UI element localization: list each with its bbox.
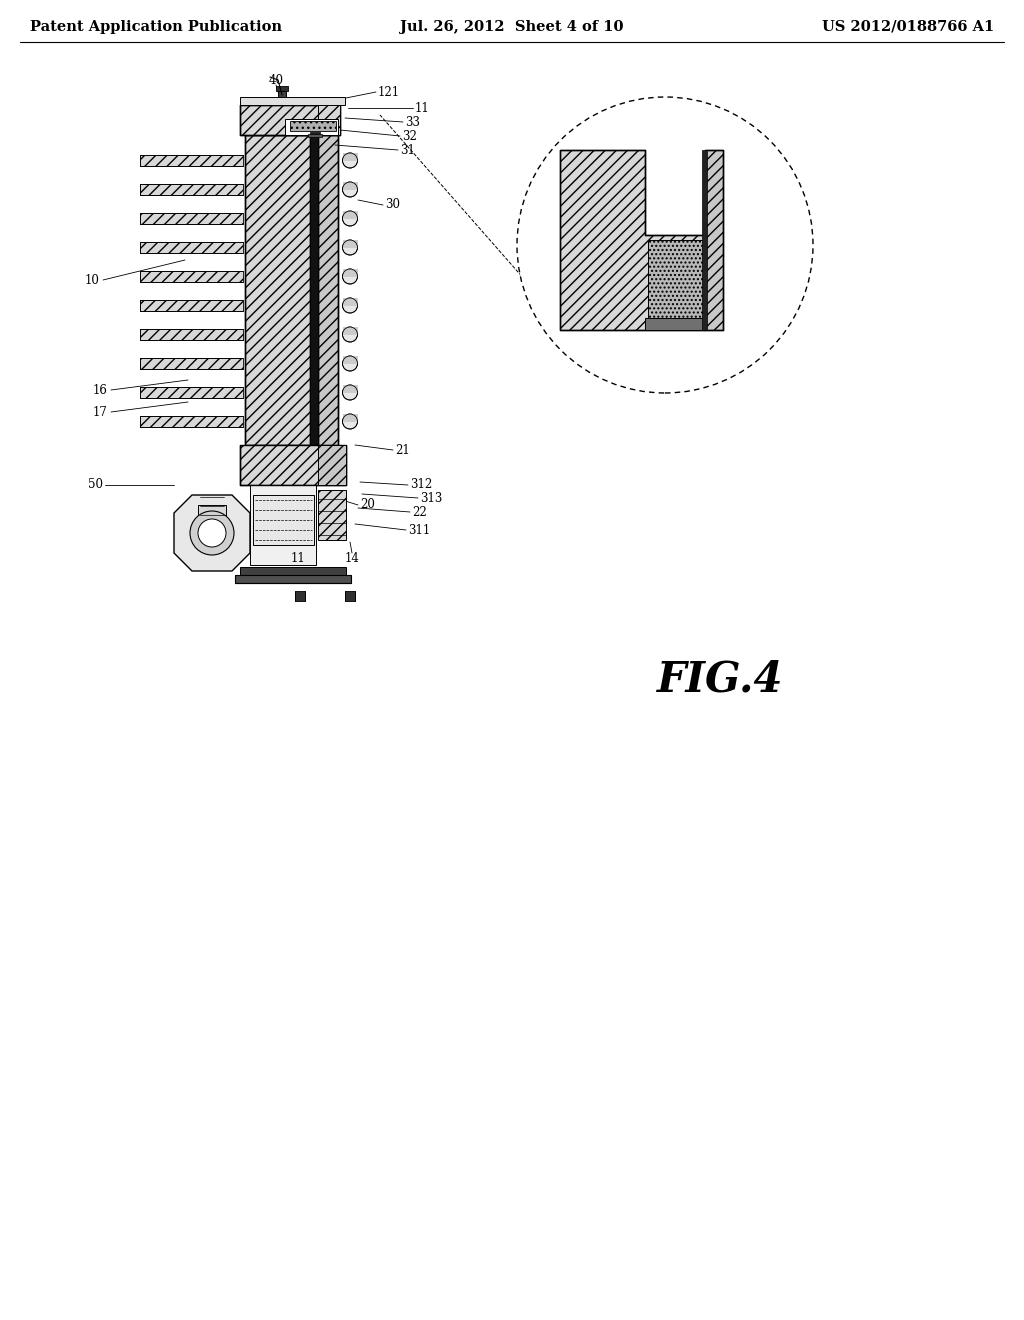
Polygon shape [140, 242, 243, 253]
Bar [318, 96, 340, 135]
Polygon shape [342, 385, 357, 392]
Bar [285, 119, 338, 135]
Text: 22: 22 [412, 506, 427, 519]
Polygon shape [342, 211, 357, 219]
Circle shape [342, 298, 357, 313]
Bar [198, 506, 226, 519]
Circle shape [342, 356, 357, 371]
Text: 312: 312 [410, 479, 432, 491]
Polygon shape [342, 153, 357, 161]
Text: 121: 121 [717, 197, 739, 210]
Text: 11: 11 [415, 102, 430, 115]
Polygon shape [174, 495, 250, 572]
Polygon shape [318, 135, 338, 445]
Bar [310, 135, 318, 445]
Polygon shape [140, 358, 243, 370]
Polygon shape [140, 271, 243, 282]
Circle shape [342, 153, 357, 168]
Polygon shape [140, 183, 243, 195]
Polygon shape [140, 300, 243, 312]
Circle shape [342, 269, 357, 284]
Text: 50: 50 [88, 479, 103, 491]
Text: 20: 20 [360, 499, 375, 511]
Text: US 2012/0188766 A1: US 2012/0188766 A1 [821, 20, 994, 34]
Polygon shape [342, 356, 357, 363]
Text: 313: 313 [420, 491, 442, 504]
Circle shape [342, 182, 357, 197]
Polygon shape [342, 240, 357, 248]
Text: Jul. 26, 2012  Sheet 4 of 10: Jul. 26, 2012 Sheet 4 of 10 [400, 20, 624, 34]
Circle shape [342, 385, 357, 400]
Bar [253, 495, 314, 545]
Bar [702, 150, 707, 330]
Polygon shape [140, 213, 243, 224]
Polygon shape [140, 154, 243, 166]
Bar [648, 240, 703, 318]
Bar [310, 132, 319, 135]
Polygon shape [560, 150, 705, 330]
Text: 32: 32 [717, 279, 732, 292]
Polygon shape [245, 135, 310, 445]
Polygon shape [342, 182, 357, 190]
Polygon shape [240, 445, 346, 484]
Bar [276, 86, 288, 91]
Text: 40: 40 [705, 220, 720, 234]
Polygon shape [342, 414, 357, 421]
Bar [240, 96, 345, 106]
Circle shape [190, 511, 234, 554]
Circle shape [342, 240, 357, 255]
Text: Patent Application Publication: Patent Application Publication [30, 20, 282, 34]
Text: 14: 14 [344, 552, 359, 565]
Bar [308, 135, 322, 137]
Bar [645, 318, 705, 330]
Circle shape [342, 211, 357, 226]
Bar [345, 591, 355, 601]
Bar [250, 484, 316, 565]
Bar [278, 91, 286, 106]
Polygon shape [140, 387, 243, 399]
Polygon shape [705, 150, 723, 330]
Circle shape [198, 519, 226, 546]
Polygon shape [342, 298, 357, 305]
Bar [240, 568, 346, 576]
Text: 33: 33 [693, 247, 708, 260]
Bar [318, 445, 346, 484]
Text: 311: 311 [408, 524, 430, 536]
Bar [290, 121, 336, 131]
Text: 16: 16 [93, 384, 108, 396]
Text: 17: 17 [93, 405, 108, 418]
Polygon shape [342, 327, 357, 334]
Bar [295, 591, 305, 601]
Text: 33: 33 [406, 116, 420, 128]
Bar [234, 576, 351, 583]
Bar [318, 490, 346, 540]
Text: 11: 11 [291, 552, 305, 565]
Text: 121: 121 [378, 86, 400, 99]
Circle shape [342, 327, 357, 342]
Text: 10: 10 [85, 273, 100, 286]
Circle shape [342, 414, 357, 429]
Text: 21: 21 [395, 444, 410, 457]
Text: 40: 40 [268, 74, 284, 87]
Polygon shape [140, 416, 243, 426]
Text: 30: 30 [385, 198, 400, 211]
Text: FIG.4: FIG.4 [656, 659, 783, 701]
Polygon shape [240, 106, 340, 135]
Polygon shape [140, 329, 243, 341]
Text: 31: 31 [400, 144, 415, 157]
Circle shape [517, 96, 813, 393]
Text: 32: 32 [402, 129, 417, 143]
Polygon shape [342, 269, 357, 276]
